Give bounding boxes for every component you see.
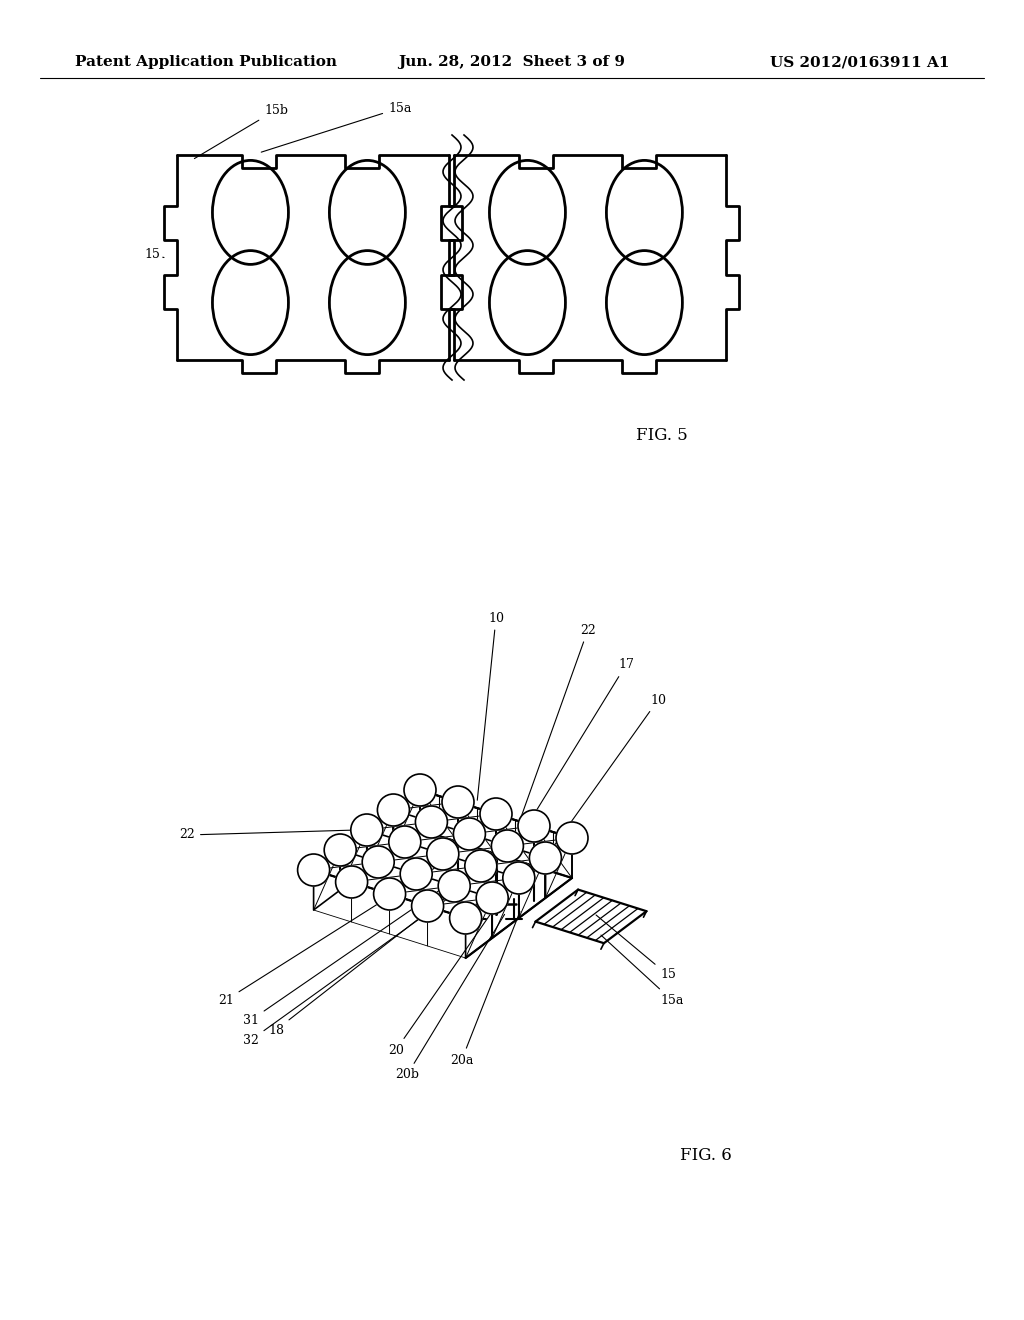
Text: Patent Application Publication: Patent Application Publication bbox=[75, 55, 337, 69]
Text: 22: 22 bbox=[521, 623, 596, 817]
Text: 21: 21 bbox=[218, 866, 438, 1006]
Text: 15: 15 bbox=[596, 915, 676, 982]
Circle shape bbox=[556, 822, 588, 854]
Circle shape bbox=[442, 785, 474, 818]
Circle shape bbox=[529, 842, 561, 874]
Circle shape bbox=[492, 830, 523, 862]
Circle shape bbox=[389, 826, 421, 858]
Circle shape bbox=[336, 866, 368, 898]
Text: 10: 10 bbox=[477, 611, 504, 800]
Circle shape bbox=[438, 870, 470, 902]
Circle shape bbox=[465, 850, 497, 882]
Text: FIG. 5: FIG. 5 bbox=[636, 426, 688, 444]
Circle shape bbox=[480, 799, 512, 830]
Text: 15a: 15a bbox=[261, 102, 412, 152]
Text: FIG. 6: FIG. 6 bbox=[680, 1147, 732, 1163]
Circle shape bbox=[476, 882, 508, 913]
Circle shape bbox=[450, 902, 481, 935]
Text: Jun. 28, 2012  Sheet 3 of 9: Jun. 28, 2012 Sheet 3 of 9 bbox=[398, 55, 626, 69]
Circle shape bbox=[362, 846, 394, 878]
Circle shape bbox=[412, 890, 443, 921]
Text: 20b: 20b bbox=[395, 915, 505, 1081]
Circle shape bbox=[427, 838, 459, 870]
Circle shape bbox=[404, 774, 436, 807]
Circle shape bbox=[503, 862, 535, 894]
Circle shape bbox=[374, 878, 406, 909]
Text: 22: 22 bbox=[179, 829, 354, 842]
Text: 31: 31 bbox=[243, 880, 454, 1027]
Text: 20: 20 bbox=[388, 902, 500, 1056]
Circle shape bbox=[416, 807, 447, 838]
Text: 20a: 20a bbox=[450, 912, 520, 1067]
Text: 15: 15 bbox=[144, 248, 164, 261]
Text: 10: 10 bbox=[547, 693, 666, 855]
Text: 32: 32 bbox=[243, 891, 459, 1047]
Text: 17: 17 bbox=[522, 659, 634, 834]
Text: 15a: 15a bbox=[601, 935, 683, 1006]
Circle shape bbox=[378, 795, 410, 826]
Text: 18: 18 bbox=[268, 875, 474, 1036]
Circle shape bbox=[400, 858, 432, 890]
Circle shape bbox=[298, 854, 330, 886]
Circle shape bbox=[325, 834, 356, 866]
Circle shape bbox=[351, 814, 383, 846]
Circle shape bbox=[518, 810, 550, 842]
Text: 15b: 15b bbox=[195, 103, 288, 158]
Circle shape bbox=[454, 818, 485, 850]
Text: US 2012/0163911 A1: US 2012/0163911 A1 bbox=[770, 55, 950, 69]
